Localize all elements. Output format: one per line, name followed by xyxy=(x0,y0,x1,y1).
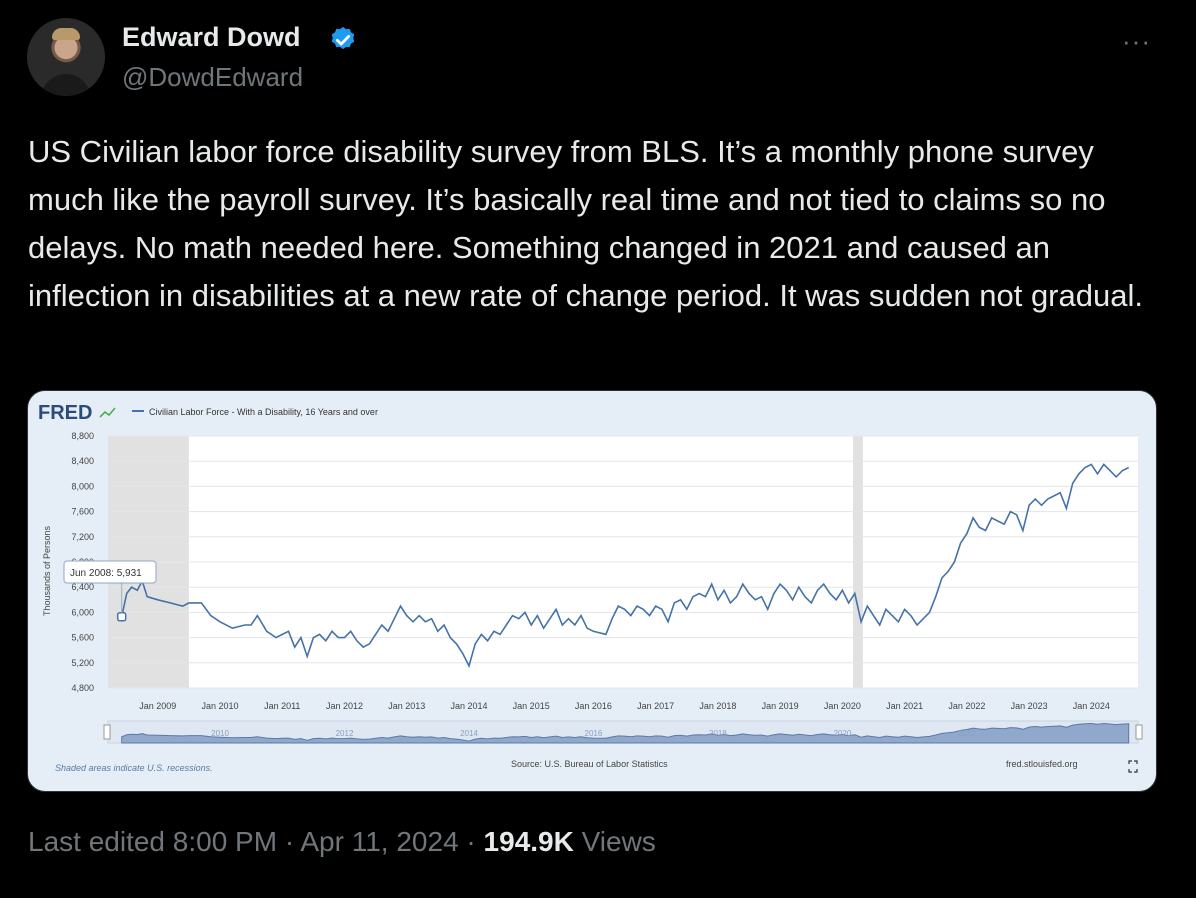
x-tick-label: Jan 2013 xyxy=(388,701,425,711)
tooltip-box xyxy=(63,560,157,584)
x-tick-label: Jan 2010 xyxy=(202,701,239,711)
x-tick-label: Jan 2015 xyxy=(513,701,550,711)
y-tick-label: 8,800 xyxy=(71,431,94,441)
site-url: fred.stlouisfed.org xyxy=(1006,759,1078,769)
series-line xyxy=(120,463,1130,669)
x-tick-label: Jan 2009 xyxy=(139,701,176,711)
y-tick-label: 5,200 xyxy=(71,658,94,668)
x-tick-label: Jan 2014 xyxy=(450,701,487,711)
legend-label: Civilian Labor Force - With a Disability… xyxy=(149,407,378,417)
author-name[interactable]: Edward Dowd xyxy=(122,22,301,52)
x-tick-label: Jan 2024 xyxy=(1073,701,1110,711)
x-tick-label: Jan 2023 xyxy=(1011,701,1048,711)
tooltip-marker xyxy=(116,611,127,622)
tweet-footer: Last edited 8:00 PM · Apr 11, 2024 · 194… xyxy=(28,826,656,858)
edited-timestamp[interactable]: Last edited 8:00 PM · Apr 11, 2024 · xyxy=(28,826,484,857)
navigator-right-handle xyxy=(1135,724,1143,740)
fred-logo: FRED xyxy=(38,402,92,424)
views-count: 194.9K xyxy=(483,826,574,857)
y-tick-label: 7,200 xyxy=(71,532,94,542)
navigator-label: 2010 xyxy=(211,729,229,738)
y-axis-label: Thousands of Persons xyxy=(42,525,52,616)
more-options-icon[interactable]: ··· xyxy=(1122,26,1151,56)
y-tick-label: 4,800 xyxy=(71,683,94,693)
y-tick-label: 5,600 xyxy=(71,633,94,643)
x-tick-label: Jan 2018 xyxy=(699,701,736,711)
navigator-left-handle xyxy=(103,724,111,740)
fred-chart: 4,8005,2005,6006,0006,4006,8007,2007,600… xyxy=(38,402,1143,773)
navigator-label: 2012 xyxy=(336,729,354,738)
fred-logo-graph-icon xyxy=(99,407,116,418)
x-tick-label: Jan 2016 xyxy=(575,701,612,711)
fullscreen-icon xyxy=(1128,760,1138,773)
avatar-hair xyxy=(52,28,80,40)
avatar-shirt xyxy=(41,74,91,96)
profile-avatar[interactable] xyxy=(27,18,105,96)
x-tick-label: Jan 2020 xyxy=(824,701,861,711)
verified-badge-icon xyxy=(331,26,355,50)
navigator-label: 2022 xyxy=(958,729,976,738)
x-tick-label: Jan 2019 xyxy=(762,701,799,711)
x-tick-label: Jan 2022 xyxy=(948,701,985,711)
y-tick-label: 6,000 xyxy=(71,607,94,617)
recession-note: Shaded areas indicate U.S. recessions. xyxy=(55,763,213,773)
navigator-label: 2018 xyxy=(709,729,727,738)
y-tick-label: 8,400 xyxy=(71,456,94,466)
x-tick-label: Jan 2011 xyxy=(264,701,300,711)
y-tick-label: 6,400 xyxy=(71,582,94,592)
source-note: Source: U.S. Bureau of Labor Statistics xyxy=(511,759,668,769)
x-tick-label: Jan 2017 xyxy=(637,701,674,711)
x-tick-label: Jan 2021 xyxy=(886,701,923,711)
views-label: Views xyxy=(573,826,656,857)
author-handle[interactable]: @DowdEdward xyxy=(122,62,304,92)
y-tick-label: 8,000 xyxy=(71,481,94,491)
navigator-series xyxy=(121,722,1130,744)
tweet-text: US Civilian labor force disability surve… xyxy=(28,134,1143,313)
y-tick-label: 7,600 xyxy=(71,507,94,517)
chart-image-card[interactable]: 4,8005,2005,6006,0006,4006,8007,2007,600… xyxy=(27,390,1157,792)
navigator-label: 2014 xyxy=(460,729,478,738)
navigator-label: 2020 xyxy=(833,729,851,738)
tooltip-text: Jun 2008: 5,931 xyxy=(70,568,142,579)
x-tick-label: Jan 2012 xyxy=(326,701,363,711)
navigator-label: 2016 xyxy=(585,729,603,738)
